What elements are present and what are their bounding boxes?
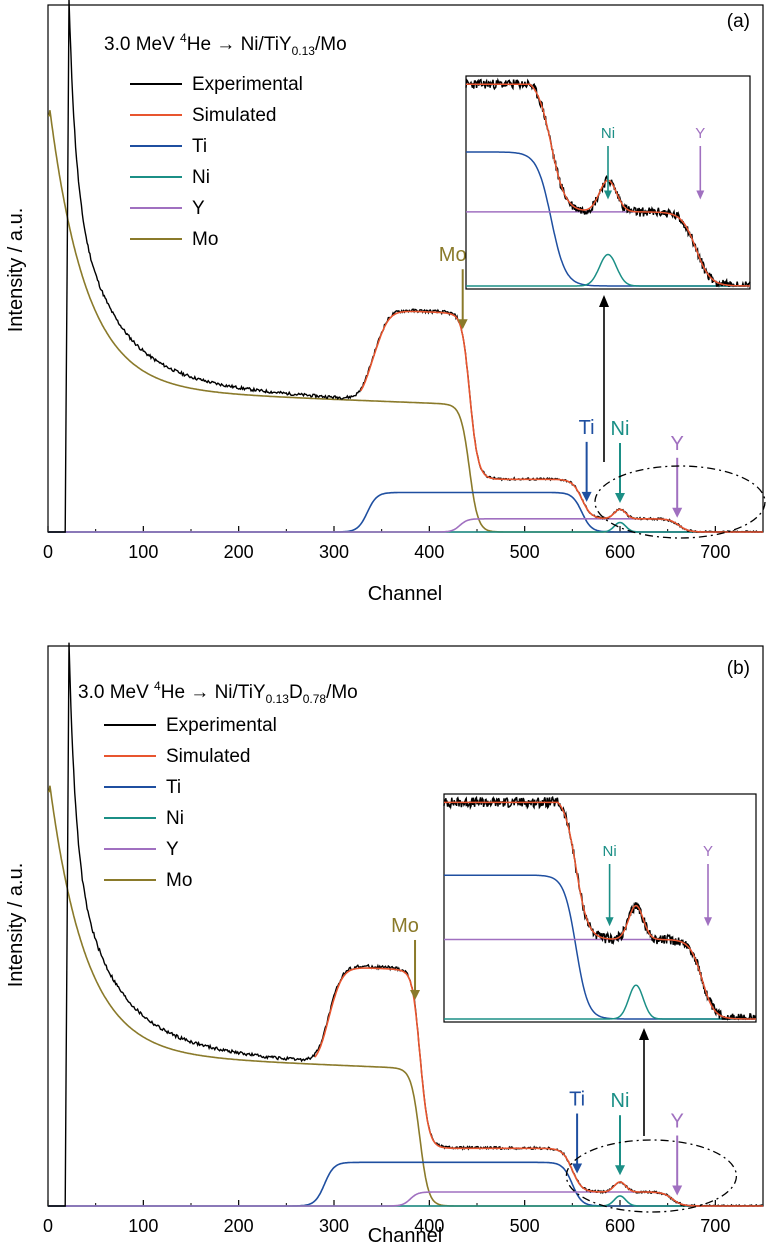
inset-frame xyxy=(443,793,757,1023)
x-tick-label: 300 xyxy=(319,1216,349,1236)
x-axis-label: Channel xyxy=(368,1225,443,1247)
inset-annotation-label: Y xyxy=(695,125,705,142)
annotation-label: Ti xyxy=(579,417,595,439)
inset-annotation-arrowhead xyxy=(605,917,614,927)
inset-pointer-arrowhead xyxy=(599,295,609,307)
region-highlight-ellipse xyxy=(594,465,766,539)
panel-a: 0 100 200 300 400 500 600 700 Channel Intensity… xyxy=(5,0,766,605)
legend-label: Ti xyxy=(166,777,181,798)
x-tick-label: 500 xyxy=(510,542,540,562)
annotation-label: Mo xyxy=(439,244,467,266)
inset-plot: Ni Y xyxy=(443,793,757,1023)
panel-label: (a) xyxy=(727,11,750,32)
annotation-label: Y xyxy=(671,433,684,455)
inset-annotation-label: Ni xyxy=(601,125,615,142)
legend-label: Experimental xyxy=(166,715,277,736)
main-curves xyxy=(48,0,764,533)
legend-label: Mo xyxy=(192,229,218,250)
chart-title: 3.0 MeV 4He → Ni/TiY0.13/Mo xyxy=(104,31,347,58)
x-tick-label: 100 xyxy=(128,1216,158,1236)
legend: Experimental Simulated Ti Ni Y Mo xyxy=(104,715,277,891)
legend-label: Simulated xyxy=(166,746,251,767)
legend-label: Ti xyxy=(192,136,207,157)
x-tick-label: 700 xyxy=(700,542,730,562)
x-axis-ticks: 0 100 200 300 400 500 600 700 xyxy=(43,526,730,562)
legend-label: Ni xyxy=(166,808,184,829)
series-y-line xyxy=(48,518,763,533)
legend-label: Mo xyxy=(166,870,192,891)
panel-b: 0 100 200 300 400 500 600 700 Channel Intensity… xyxy=(5,642,764,1247)
legend: Experimental Simulated Ti Ni Y Mo xyxy=(130,74,303,250)
inset-annotation-arrowhead xyxy=(704,917,712,927)
series-simulated-line xyxy=(314,967,763,1207)
annotation-label: Ti xyxy=(569,1089,585,1111)
x-axis-ticks: 0 100 200 300 400 500 600 700 xyxy=(43,1200,730,1236)
legend-label: Simulated xyxy=(192,105,277,126)
inset-annotation-arrowhead xyxy=(604,190,612,200)
annotation-arrowhead xyxy=(457,319,468,330)
annotation-arrowhead xyxy=(615,493,625,504)
inset-annotation-arrowhead xyxy=(696,190,705,200)
legend-label: Y xyxy=(192,198,205,219)
inset-plot: Ni Y xyxy=(465,75,751,290)
x-tick-label: 600 xyxy=(605,542,635,562)
inset-annotation-label: Ni xyxy=(603,843,617,860)
inset-pointer-arrowhead xyxy=(639,1028,649,1040)
region-highlight-ellipse xyxy=(565,1139,738,1213)
inset-simulated-line xyxy=(444,801,756,1020)
x-tick-label: 600 xyxy=(605,1216,635,1236)
legend-label: Y xyxy=(166,839,179,860)
annotation-arrowhead xyxy=(410,989,421,1000)
x-tick-label: 400 xyxy=(414,1216,444,1236)
series-simulated-line xyxy=(360,310,763,533)
annotation-label: Y xyxy=(671,1111,684,1133)
x-tick-label: 300 xyxy=(319,542,349,562)
annotation-arrowhead xyxy=(672,507,683,518)
y-axis-label: Intensity / a.u. xyxy=(5,863,27,988)
annotation-label: Ni xyxy=(611,418,630,440)
chart-title: 3.0 MeV 4He → Ni/TiY0.13D0.78/Mo xyxy=(78,679,358,706)
x-tick-label: 200 xyxy=(224,542,254,562)
inset-ni-line xyxy=(444,984,756,1020)
series-experimental-line xyxy=(48,0,764,533)
inset-ni-line xyxy=(466,253,750,287)
x-tick-label: 700 xyxy=(700,1216,730,1236)
x-tick-label: 0 xyxy=(43,1216,53,1236)
series-ni-line xyxy=(48,1195,763,1207)
x-tick-label: 400 xyxy=(414,542,444,562)
inset-annotation-label: Y xyxy=(703,843,713,860)
main-curves xyxy=(48,642,764,1208)
y-axis-label: Intensity / a.u. xyxy=(5,208,27,333)
annotation-arrowhead xyxy=(572,1163,583,1174)
x-tick-label: 100 xyxy=(128,542,158,562)
panel-label: (b) xyxy=(727,658,750,679)
legend-label: Experimental xyxy=(192,74,303,95)
legend-label: Ni xyxy=(192,167,210,188)
x-tick-label: 200 xyxy=(224,1216,254,1236)
x-tick-label: 0 xyxy=(43,542,53,562)
annotations: Mo Ti Ni Y xyxy=(439,244,766,539)
series-ni-line xyxy=(48,521,763,533)
annotation-label: Mo xyxy=(391,915,419,937)
x-tick-label: 500 xyxy=(510,1216,540,1236)
annotations: Mo Ti Ni Y xyxy=(391,915,738,1213)
annotation-label: Ni xyxy=(611,1090,630,1112)
series-ti-line xyxy=(48,491,763,533)
x-axis-label: Channel xyxy=(368,583,443,605)
annotation-arrowhead xyxy=(581,491,592,502)
series-ti-line xyxy=(48,1161,763,1207)
annotation-arrowhead xyxy=(672,1185,683,1196)
series-y-line xyxy=(48,1191,763,1207)
annotation-arrowhead xyxy=(615,1165,625,1176)
